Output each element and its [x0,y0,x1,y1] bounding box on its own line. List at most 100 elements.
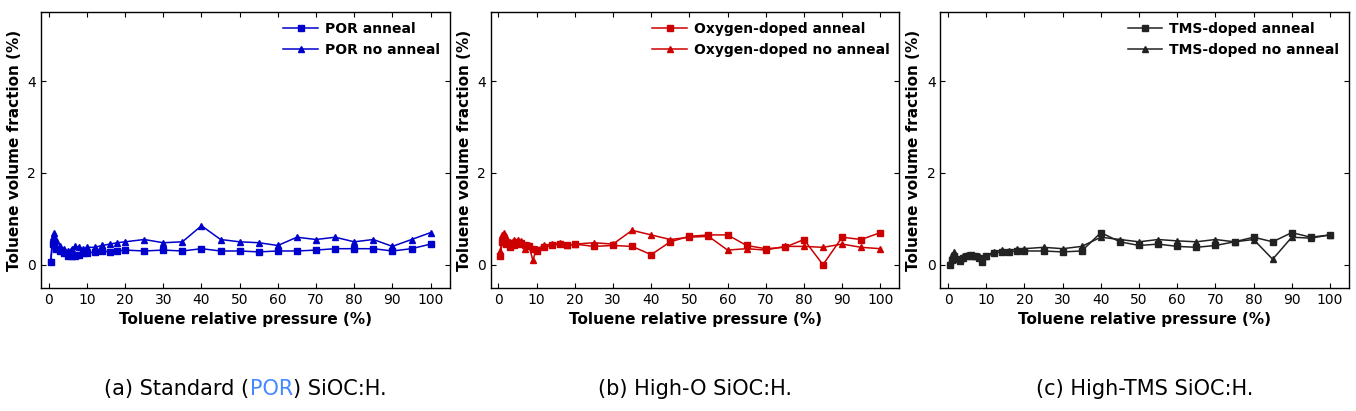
TMS-doped no anneal [1169,238,1185,243]
TMS-doped anneal [971,255,987,260]
Oxygen-doped no anneal [492,249,508,254]
POR no anneal [423,230,439,235]
Oxygen-doped no anneal [521,243,537,248]
TMS-doped no anneal [1093,235,1109,240]
TMS-doped no anneal [945,249,961,254]
TMS-doped anneal [1226,239,1242,244]
Oxygen-doped no anneal [624,228,640,233]
POR no anneal [56,246,72,251]
Oxygen-doped no anneal [567,242,583,247]
Oxygen-doped anneal [681,234,697,239]
Oxygen-doped anneal [853,237,869,242]
TMS-doped anneal [1036,249,1052,254]
TMS-doped anneal [963,252,979,257]
Oxygen-doped anneal [529,249,545,254]
POR no anneal [346,239,362,244]
Oxygen-doped anneal [777,245,793,250]
Oxygen-doped no anneal [796,244,812,249]
TMS-doped no anneal [1207,237,1223,242]
POR no anneal [155,240,171,245]
TMS-doped anneal [1207,243,1223,248]
POR no anneal [194,223,210,228]
POR no anneal [52,244,68,249]
POR anneal [68,253,84,258]
POR no anneal [403,237,419,242]
POR anneal [52,249,68,254]
Text: (c) High-TMS SiOC:H.: (c) High-TMS SiOC:H. [1036,379,1253,399]
Oxygen-doped no anneal [643,233,659,238]
POR anneal [79,251,95,256]
TMS-doped anneal [1188,245,1204,250]
Oxygen-doped no anneal [506,237,522,242]
Oxygen-doped no anneal [496,230,513,235]
TMS-doped no anneal [1322,233,1338,238]
TMS-doped no anneal [1001,249,1017,254]
POR no anneal [213,237,229,242]
POR anneal [327,246,343,251]
TMS-doped no anneal [1265,257,1281,262]
Oxygen-doped anneal [492,253,508,258]
Oxygen-doped anneal [525,246,541,251]
POR no anneal [75,246,91,251]
Oxygen-doped no anneal [872,246,888,251]
TMS-doped no anneal [1017,246,1033,251]
TMS-doped anneal [1169,244,1185,249]
POR anneal [75,251,91,256]
Oxygen-doped anneal [643,252,659,257]
POR no anneal [365,237,381,242]
Oxygen-doped anneal [544,243,560,248]
TMS-doped no anneal [963,253,979,258]
Y-axis label: Toluene volume fraction (%): Toluene volume fraction (%) [457,30,472,270]
Oxygen-doped no anneal [559,243,575,248]
Line: Oxygen-doped no anneal: Oxygen-doped no anneal [496,227,884,263]
TMS-doped no anneal [948,255,964,260]
Oxygen-doped anneal [494,239,510,244]
Y-axis label: Toluene volume fraction (%): Toluene volume fraction (%) [906,30,921,270]
TMS-doped anneal [1303,235,1319,240]
TMS-doped no anneal [1009,246,1025,251]
POR no anneal [289,235,305,240]
Oxygen-doped no anneal [529,246,545,251]
POR no anneal [384,244,400,249]
POR no anneal [49,237,65,242]
Oxygen-doped anneal [513,240,529,245]
TMS-doped anneal [1131,243,1147,248]
POR anneal [87,249,103,254]
Oxygen-doped anneal [720,233,736,238]
Oxygen-doped anneal [567,242,583,247]
TMS-doped no anneal [986,249,1002,254]
TMS-doped anneal [1112,239,1128,244]
TMS-doped no anneal [967,253,983,258]
POR anneal [49,246,65,251]
X-axis label: Toluene relative pressure (%): Toluene relative pressure (%) [568,312,822,327]
POR anneal [136,249,152,254]
POR anneal [42,260,58,265]
TMS-doped anneal [1150,242,1166,247]
TMS-doped anneal [994,249,1010,254]
POR anneal [270,249,286,254]
Oxygen-doped anneal [815,262,831,267]
Oxygen-doped no anneal [605,242,621,247]
Oxygen-doped anneal [559,243,575,248]
POR anneal [45,242,61,247]
Oxygen-doped no anneal [494,233,510,238]
Oxygen-doped no anneal [517,246,533,251]
Legend: TMS-doped anneal, TMS-doped no anneal: TMS-doped anneal, TMS-doped no anneal [1123,16,1345,62]
POR anneal [403,246,419,251]
Oxygen-doped anneal [506,243,522,248]
POR no anneal [42,259,58,263]
Line: POR anneal: POR anneal [47,239,434,265]
X-axis label: Toluene relative pressure (%): Toluene relative pressure (%) [1018,312,1272,327]
POR anneal [155,247,171,252]
Oxygen-doped no anneal [513,238,529,243]
TMS-doped no anneal [1303,236,1319,240]
Oxygen-doped no anneal [510,237,526,242]
TMS-doped no anneal [1150,237,1166,242]
POR no anneal [251,240,267,245]
Oxygen-doped no anneal [502,239,518,244]
Oxygen-doped no anneal [681,235,697,240]
Oxygen-doped anneal [662,239,678,244]
Oxygen-doped anneal [552,242,568,247]
TMS-doped anneal [1055,249,1071,254]
POR anneal [60,253,76,258]
